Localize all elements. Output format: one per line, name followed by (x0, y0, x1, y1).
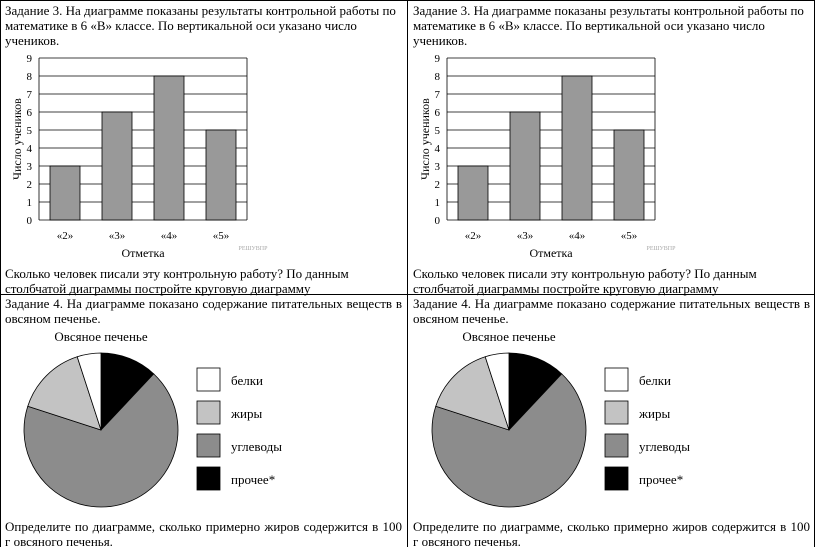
y-tick-label: 0 (27, 215, 33, 227)
x-tick-label: «4» (569, 230, 586, 242)
y-tick-label: 4 (27, 143, 33, 155)
bar (101, 111, 133, 221)
watermark: РЕШУВПР (647, 246, 677, 252)
table-row-divider (0, 294, 815, 295)
pie-slice (435, 356, 510, 431)
column-right: Задание 3. На диаграмме показаны результ… (408, 0, 814, 547)
legend-label: белки (639, 373, 671, 388)
bar (613, 129, 645, 221)
y-tick-label: 5 (435, 125, 441, 137)
legend-swatch (196, 466, 221, 491)
pie-chart: Овсяное печенье белки жиры углеводы прочее* (23, 329, 282, 508)
pie-slice (431, 373, 587, 508)
y-axis-label: Число учеников (10, 98, 24, 180)
pie-slice (484, 352, 510, 431)
pie-slice (76, 352, 102, 431)
legend-label: прочее* (639, 472, 683, 487)
x-tick-label: «2» (57, 230, 74, 242)
pie-chart: Овсяное печенье белки жиры углеводы прочее* (431, 329, 690, 508)
x-axis-label: Отметка (529, 246, 573, 260)
legend-swatch (196, 433, 221, 458)
y-tick-label: 7 (435, 89, 441, 101)
bar (509, 111, 541, 221)
pie-slice (23, 373, 179, 508)
watermark: РЕШУВПР (239, 246, 269, 252)
legend-swatch (604, 367, 629, 392)
y-axis-label: Число учеников (418, 98, 432, 180)
bar (153, 75, 185, 221)
task4-question: Определите по диаграмме, сколько примерн… (413, 519, 810, 547)
pie-slice (27, 356, 102, 431)
y-tick-label: 5 (27, 125, 33, 137)
x-axis-label: Отметка (121, 246, 165, 260)
column-left: Задание 3. На диаграмме показаны результ… (0, 0, 407, 547)
y-tick-label: 2 (27, 179, 33, 191)
task3-text: Задание 3. На диаграмме показаны результ… (5, 3, 396, 48)
y-tick-label: 2 (435, 179, 441, 191)
legend-swatch (196, 367, 221, 392)
bar (457, 165, 489, 221)
legend-swatch (604, 400, 629, 425)
y-tick-label: 6 (27, 107, 33, 119)
legend-label: углеводы (639, 439, 690, 454)
task3-text: Задание 3. На диаграмме показаны результ… (413, 3, 804, 48)
pie-title: Овсяное печенье (462, 329, 555, 344)
x-tick-label: «5» (213, 230, 230, 242)
table-column-divider (407, 0, 408, 547)
table-border-left (0, 0, 1, 547)
legend-label: жиры (638, 406, 670, 421)
bar (49, 165, 81, 221)
bar (561, 75, 593, 221)
y-tick-label: 8 (435, 71, 441, 83)
legend-swatch (604, 466, 629, 491)
task4-question: Определите по диаграмме, сколько примерн… (5, 519, 402, 547)
bar (205, 129, 237, 221)
y-tick-label: 3 (435, 161, 441, 173)
y-tick-label: 7 (27, 89, 33, 101)
x-tick-label: «5» (621, 230, 638, 242)
x-tick-label: «3» (109, 230, 126, 242)
pie-title: Овсяное печенье (54, 329, 147, 344)
y-tick-label: 3 (27, 161, 33, 173)
y-tick-label: 1 (435, 197, 441, 209)
legend-swatch (604, 433, 629, 458)
task4-text: Задание 4. На диаграмме показано содержа… (5, 296, 402, 326)
y-tick-label: 6 (435, 107, 441, 119)
x-tick-label: «3» (517, 230, 534, 242)
table-border-right (814, 0, 815, 547)
y-tick-label: 8 (27, 71, 33, 83)
legend-label: углеводы (231, 439, 282, 454)
legend-label: жиры (230, 406, 262, 421)
x-tick-label: «2» (465, 230, 482, 242)
legend-label: белки (231, 373, 263, 388)
y-tick-label: 9 (27, 53, 33, 65)
bar-chart: 0 1 2 3 4 5 6 7 8 9 «2» «3» «4» «5» Отметка Число учени… (418, 53, 677, 260)
y-tick-label: 4 (435, 143, 441, 155)
legend-swatch (196, 400, 221, 425)
x-tick-label: «4» (161, 230, 178, 242)
task4-text: Задание 4. На диаграмме показано содержа… (413, 296, 810, 326)
legend-label: прочее* (231, 472, 275, 487)
y-tick-label: 0 (435, 215, 441, 227)
y-tick-label: 9 (435, 53, 441, 65)
y-tick-label: 1 (27, 197, 33, 209)
bar-chart: 0 1 2 3 4 5 6 7 8 9 «2» «3» «4» «5» Отметка Число учени… (10, 53, 269, 260)
task3-question: Сколько человек писали эту контрольную р… (5, 266, 349, 296)
task3-question: Сколько человек писали эту контрольную р… (413, 266, 757, 296)
